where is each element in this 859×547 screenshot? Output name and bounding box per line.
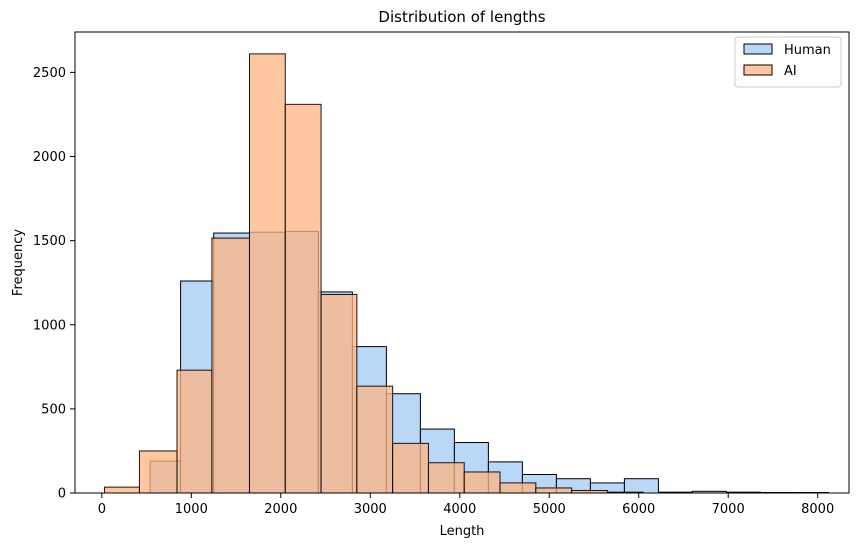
x-tick-label: 1000: [175, 502, 208, 517]
plot-bars: [104, 53, 829, 494]
y-tick-label: 2000: [33, 150, 66, 165]
y-axis-label: Frequency: [11, 229, 26, 296]
bar-human-14: [623, 478, 659, 494]
plot-frame: [74, 31, 850, 494]
y-tick-label: 1500: [33, 234, 66, 249]
bar-ai-11: [499, 482, 537, 494]
y-axis-ticks: 0 500 1000 1500 2000 2500: [33, 66, 75, 502]
x-tick-label: 6000: [622, 502, 655, 517]
y-tick-label: 0: [58, 487, 66, 502]
x-tick-label: 5000: [533, 502, 566, 517]
bar-ai-0: [104, 486, 140, 494]
legend: Human AI: [734, 36, 842, 88]
bar-ai-10: [463, 471, 501, 494]
legend-label-human: Human: [784, 43, 831, 58]
bar-ai-4: [248, 53, 286, 494]
bar-ai-1: [138, 450, 178, 494]
bar-ai-5: [284, 103, 322, 494]
legend-swatch-human: [743, 43, 773, 55]
x-axis-label: Length: [440, 524, 485, 539]
x-tick-label: 0: [98, 502, 106, 517]
bar-ai-7: [356, 385, 394, 494]
legend-label-ai: AI: [784, 64, 797, 79]
x-tick-label: 8000: [801, 502, 834, 517]
bar-ai-8: [392, 442, 429, 494]
bar-ai-9: [427, 462, 465, 494]
series-ai: [104, 53, 644, 494]
bar-ai-6: [320, 293, 358, 494]
bar-ai-2: [176, 369, 213, 494]
x-tick-label: 4000: [443, 502, 476, 517]
y-tick-label: 2500: [33, 66, 66, 81]
x-tick-label: 7000: [712, 502, 745, 517]
x-tick-label: 2000: [264, 502, 297, 517]
legend-swatch-ai: [743, 64, 773, 76]
bar-ai-3: [211, 237, 250, 494]
x-axis-ticks: 0 1000 2000 3000 4000 5000 6000 7000 8000: [98, 493, 834, 517]
chart-title: Distribution of lengths: [378, 8, 545, 26]
y-tick-label: 500: [41, 402, 66, 417]
y-tick-label: 1000: [33, 318, 66, 333]
bar-ai-12: [535, 487, 573, 494]
x-tick-label: 3000: [354, 502, 387, 517]
